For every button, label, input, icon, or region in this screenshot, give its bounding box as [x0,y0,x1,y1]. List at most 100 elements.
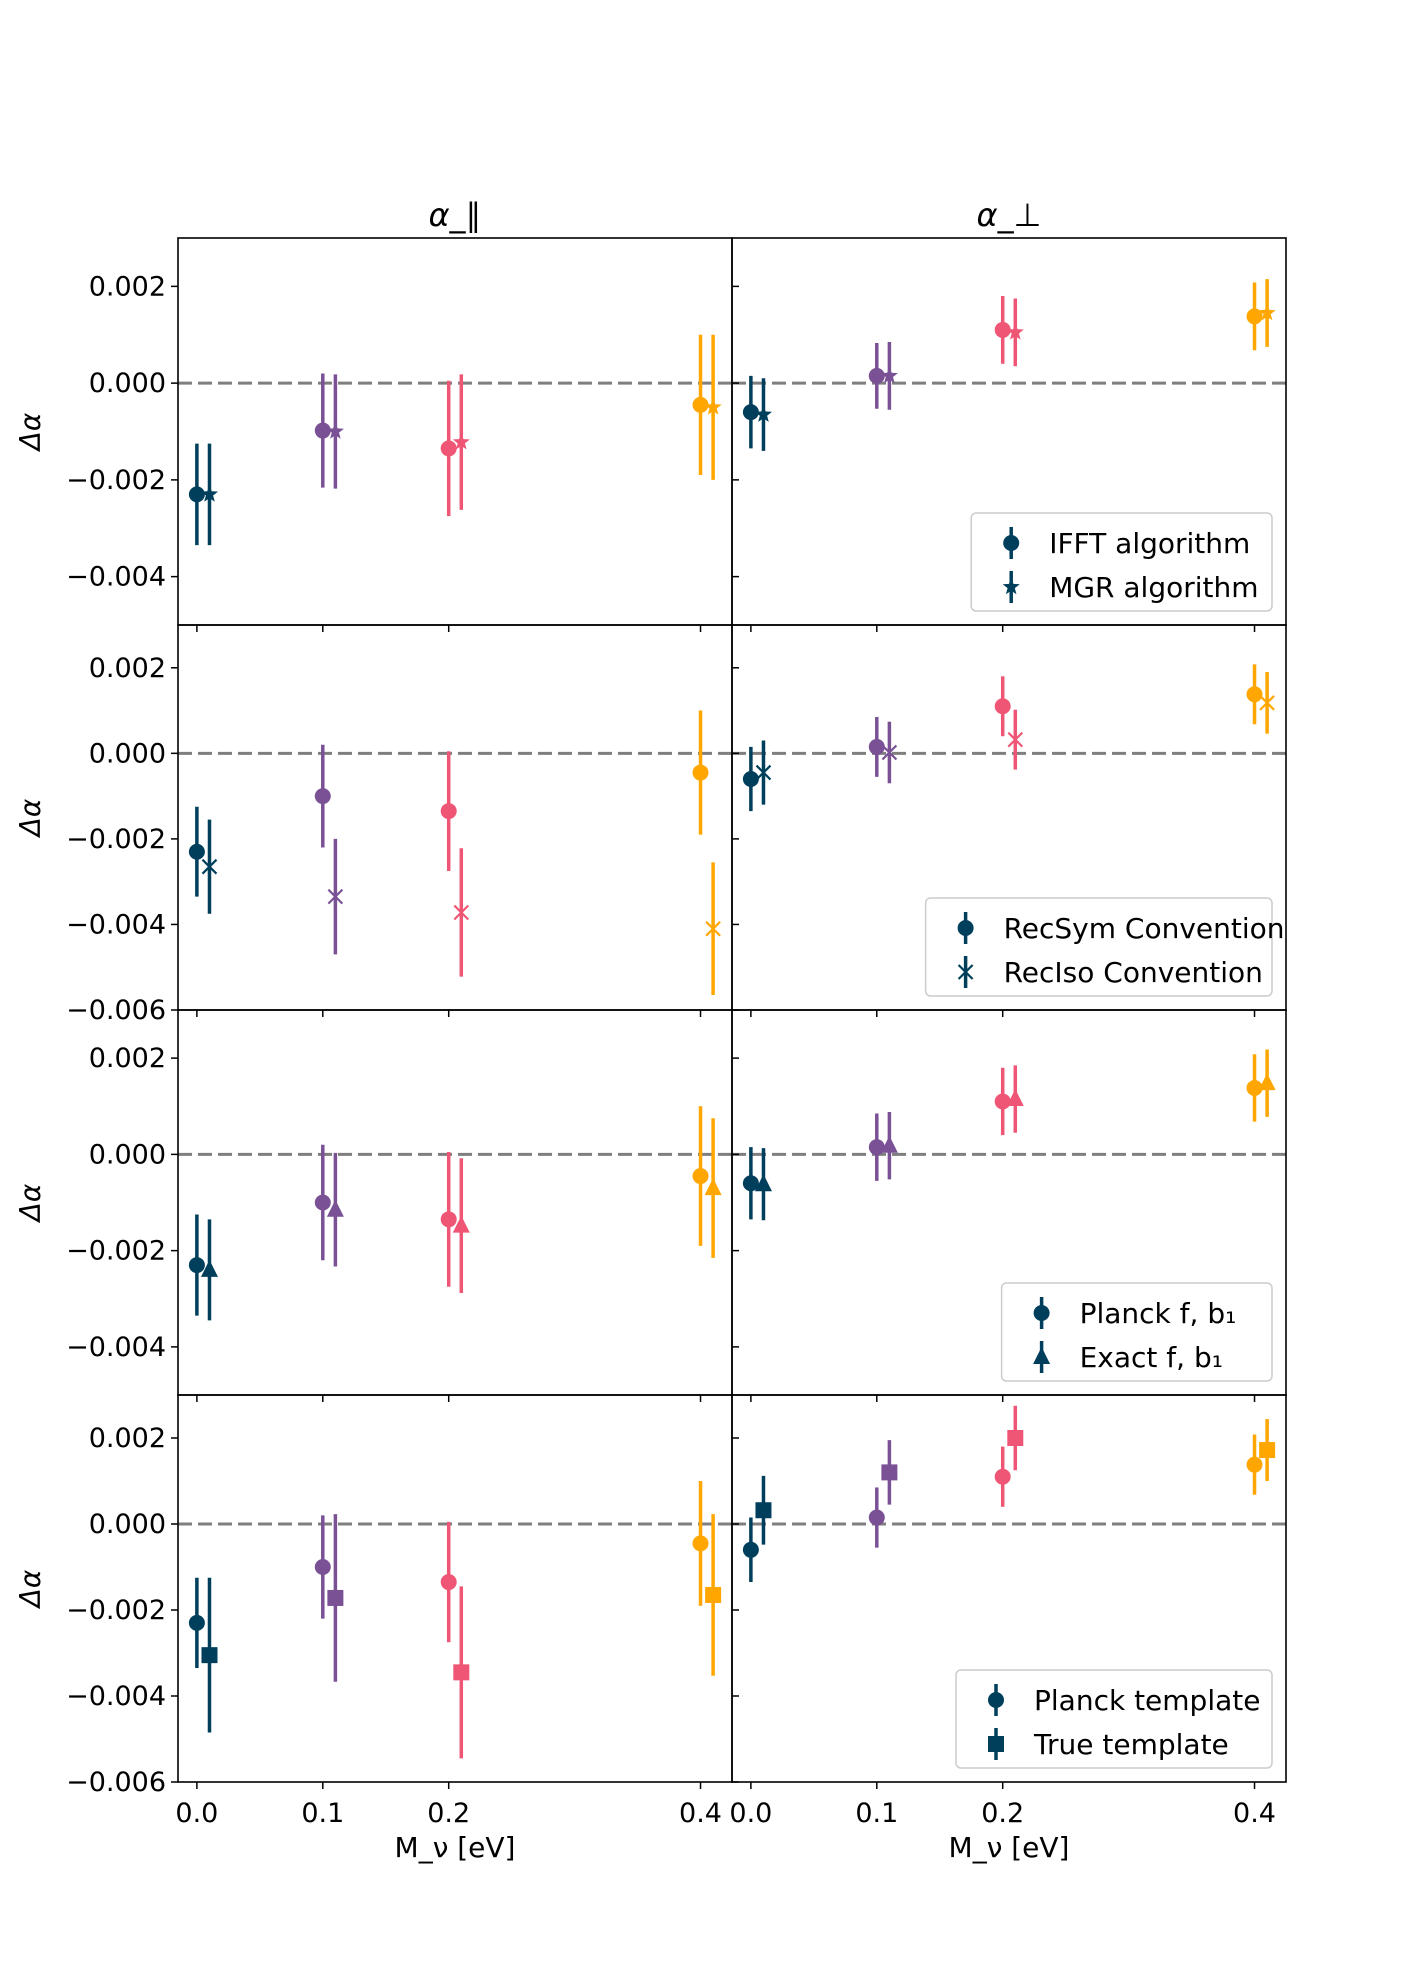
data-point-circle [314,1194,331,1211]
x-stroke-b [755,764,772,781]
y-tick-label: −0.002 [66,1595,166,1626]
data-point-circle [742,771,759,787]
x-stroke-b [453,904,470,921]
legend-marker-circle [1003,535,1020,551]
data-point-circle [868,1139,885,1156]
x-stroke-b [201,858,218,875]
legend-marker-circle [957,920,974,936]
panel-r1-c0: 0.002 0.000 −0.002 −0.004 −0.006 [66,624,733,1026]
data-point-circle [440,803,457,820]
data-point-circle [742,404,759,421]
data-point-star [704,398,722,415]
data-point-circle [440,440,457,457]
y-tick-label: 0.000 [89,1509,166,1540]
data-point-circle [188,486,205,503]
legend-marker-circle [1033,1305,1050,1321]
legend-label: RecSym Convention [1004,912,1285,945]
data-point-star [326,422,344,439]
legend-box [1000,1282,1273,1382]
x-tick-label: 0.2 [981,1798,1024,1829]
legend: Planck f, b₁ Exact f, b₁ [1000,1282,1273,1382]
legend-marker-x [957,964,974,980]
data-point-circle [440,1574,457,1591]
x-stroke-b [881,744,898,761]
data-point-triangle [704,1178,722,1196]
legend-marker-circle [988,1692,1004,1708]
legend-marker-square [988,1736,1004,1752]
data-point-square [705,1586,722,1603]
y-tick-label: −0.002 [66,1236,166,1267]
y-tick-label: 0.002 [89,653,166,684]
data-point-circle [188,1614,205,1631]
data-point-triangle [326,1199,344,1217]
data-point-x [755,764,772,781]
data-point-star [880,366,898,384]
data-point-circle [742,1175,759,1192]
legend-box [970,512,1273,612]
panel-r0-c1: IFFT algorithm MGR algorithm [731,237,1287,632]
data-point-circle [314,422,331,439]
data-point-circle [188,843,205,860]
data-point-square [1007,1430,1024,1446]
data-point-circle [314,1559,331,1575]
legend-label: Exact f, b₁ [1080,1341,1223,1374]
legend-label: RecIso Convention [1004,956,1263,989]
data-point-triangle [452,1215,470,1233]
data-point-x [453,904,470,921]
x-tick-label: 0.4 [1233,1798,1276,1829]
panel-r1-c1: RecSym Convention RecIso Convention [731,624,1287,1017]
data-point-circle [868,738,885,755]
x-tick-label: 0.0 [175,1798,218,1829]
legend-marker-star [1002,578,1020,595]
data-point-circle [314,788,331,805]
y-tick-label: −0.002 [66,465,166,496]
y-tick-label: −0.004 [66,1681,166,1712]
data-point-circle [868,367,885,384]
panel-frame [731,1394,1287,1783]
x-stroke-b [705,920,721,937]
data-point-square [755,1502,772,1519]
data-point-circle [188,1257,205,1274]
x-tick-label: 0.2 [427,1798,470,1829]
data-point-circle [994,698,1011,715]
data-point-triangle [880,1135,898,1153]
y-axis-label: Δα [14,412,47,452]
x-stroke-b [1007,731,1024,748]
legend-box [924,897,1273,997]
legend-label: IFFT algorithm [1049,527,1250,560]
x-stroke-b [1259,695,1275,711]
x-tick-label: 0.0 [729,1798,772,1829]
data-point-circle [994,1093,1011,1110]
x-tick-label: 0.4 [679,1798,722,1829]
data-point-circle [1246,1456,1263,1473]
data-point-square [201,1647,218,1664]
data-point-x [705,920,721,937]
data-point-circle [692,764,709,781]
axis-labels-group: α_∥ α_⊥ Δα Δα Δα Δα M_ν [eV] M_ν [eV] [14,196,1069,1864]
data-point-star [452,433,470,450]
y-tick-label: −0.004 [66,1332,166,1363]
y-tick-label: −0.006 [66,995,166,1026]
x-axis-label: M_ν [eV] [395,1831,516,1864]
y-axis-label: Δα [14,1569,47,1609]
data-point-circle [1246,1079,1263,1096]
data-point-square [327,1589,344,1606]
data-point-square [453,1664,470,1681]
data-point-triangle [1006,1089,1024,1107]
x-tick-label: 0.1 [855,1798,898,1829]
legend-label: Planck f, b₁ [1080,1297,1237,1330]
data-point-triangle [200,1259,218,1277]
data-point-x [881,744,898,761]
data-point-star [200,485,219,502]
legend-label: Planck template [1034,1684,1260,1717]
data-point-circle [994,321,1011,338]
data-point-square [881,1464,898,1481]
y-axis-label: Δα [14,798,47,838]
y-tick-label: −0.006 [66,1767,166,1798]
data-point-x [201,858,218,875]
legend-label: MGR algorithm [1049,571,1258,604]
y-axis-label: Δα [14,1183,47,1223]
legend-label: True template [1033,1728,1229,1761]
data-point-circle [742,1541,759,1558]
